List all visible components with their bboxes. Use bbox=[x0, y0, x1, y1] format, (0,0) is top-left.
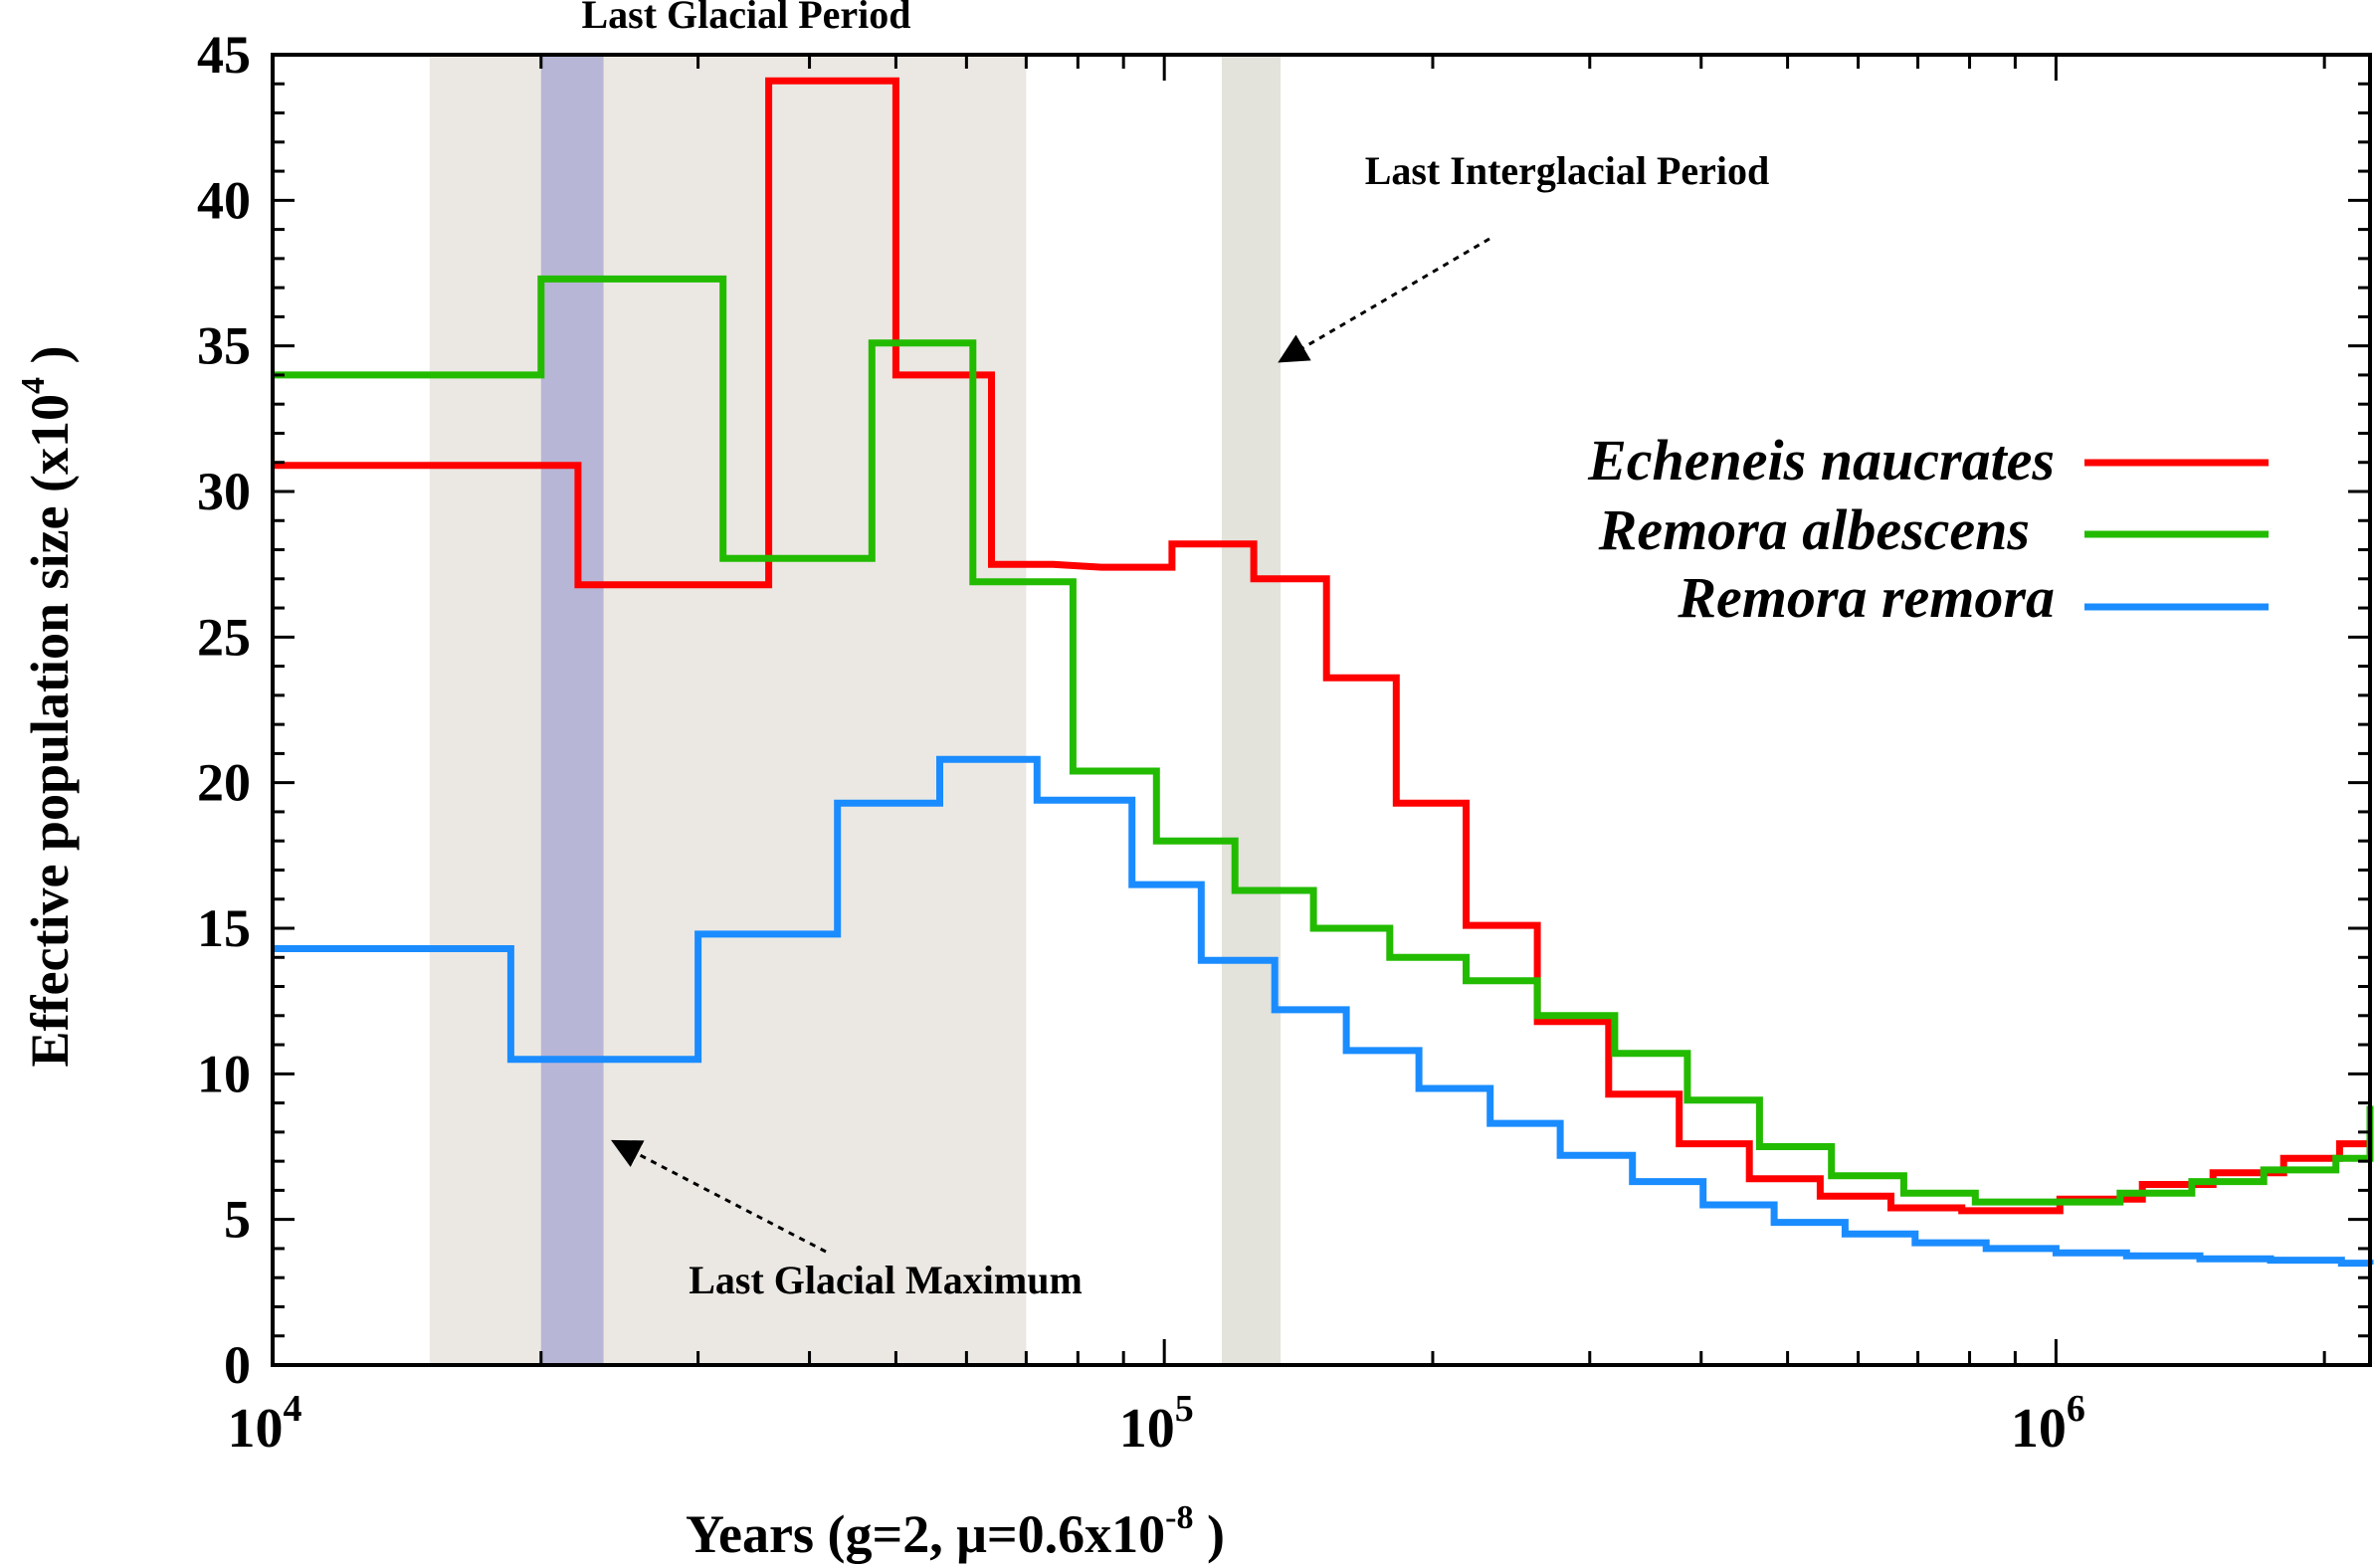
y-tick-label: 0 bbox=[224, 1335, 251, 1395]
annotation-last-interglacial-period: Last Interglacial Period bbox=[1365, 148, 1770, 193]
last-glacial-period-band bbox=[429, 55, 1027, 1365]
x-axis-label: Years (g=2, μ=0.6x10-8 ) bbox=[686, 1499, 1225, 1564]
y-axis-label: Effective population size (x104 ) bbox=[15, 346, 80, 1068]
legend-label-echeneis-naucrates: Echeneis naucrates bbox=[1587, 428, 2055, 492]
axis-ticks bbox=[271, 53, 2370, 1367]
x-tick-labels: 104 105 106 bbox=[228, 1388, 2085, 1460]
y-tick-label: 30 bbox=[197, 462, 251, 521]
y-tick-labels: 0 5 10 15 20 25 30 35 40 45 bbox=[197, 25, 251, 1395]
last-glacial-maximum-band bbox=[540, 55, 604, 1365]
plot-frame bbox=[271, 53, 2372, 1367]
series-line-remora-remora bbox=[273, 755, 2374, 1268]
last-interglacial-period-band bbox=[1221, 55, 1281, 1365]
arrow-last-glacial-maximum bbox=[611, 1139, 827, 1254]
x-tick-label: 106 bbox=[2011, 1388, 2085, 1460]
legend-label-remora-remora: Remora remora bbox=[1677, 565, 2055, 630]
legend-label-remora-albescens: Remora albescens bbox=[1598, 497, 2030, 562]
shaded-regions bbox=[429, 55, 1281, 1365]
x-tick-label: 104 bbox=[228, 1388, 302, 1460]
x-tick-label: 105 bbox=[1119, 1388, 1194, 1460]
y-tick-label: 45 bbox=[197, 25, 251, 85]
series-layer bbox=[273, 77, 2374, 1268]
y-tick-label: 10 bbox=[197, 1044, 251, 1103]
y-tick-label: 5 bbox=[224, 1190, 251, 1250]
annotation-last-glacial-period: Last Glacial Period bbox=[581, 0, 910, 37]
y-tick-label: 35 bbox=[197, 316, 251, 376]
y-tick-label: 25 bbox=[197, 607, 251, 667]
annotation-last-glacial-maximum: Last Glacial Maximum bbox=[689, 1258, 1083, 1302]
y-tick-label: 40 bbox=[197, 170, 251, 230]
legend: Echeneis naucrates Remora albescens Remo… bbox=[1587, 428, 2269, 630]
series-line-remora-albescens bbox=[273, 275, 2374, 1206]
y-tick-label: 20 bbox=[197, 753, 251, 813]
arrow-last-interglacial-period bbox=[1278, 237, 1490, 363]
y-tick-label: 15 bbox=[197, 898, 251, 958]
